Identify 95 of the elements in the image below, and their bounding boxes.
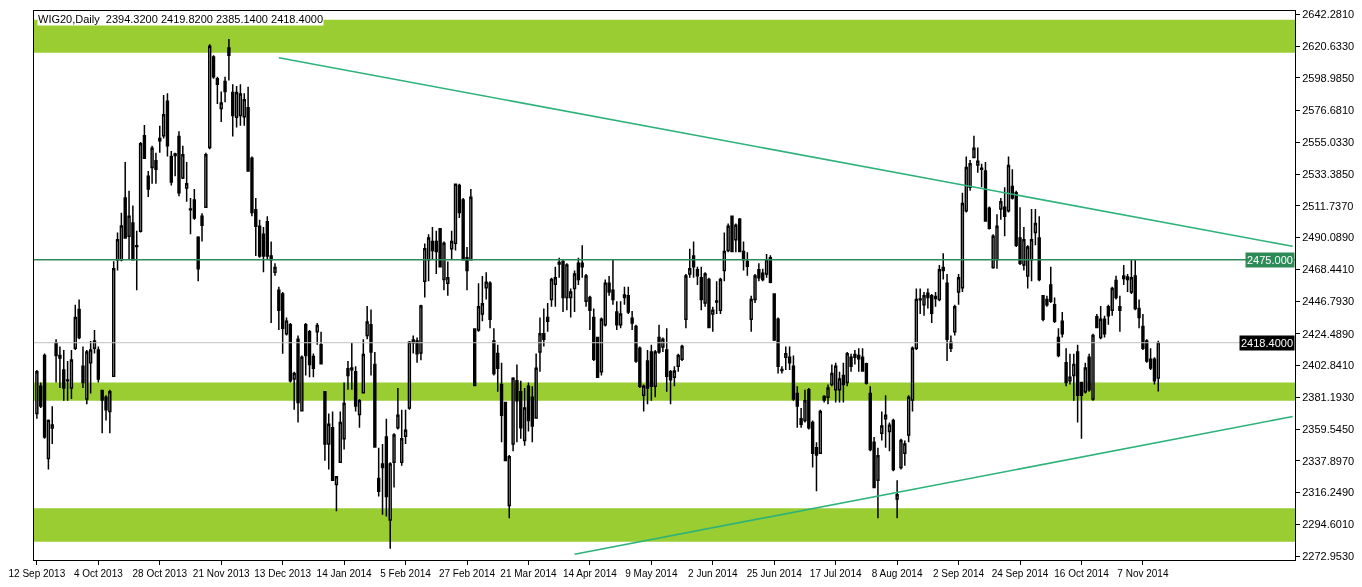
candlestick: [419, 304, 423, 361]
candlestick: [953, 304, 957, 337]
candlestick: [1041, 295, 1045, 322]
candlestick: [1091, 333, 1095, 402]
x-tick-label: 25 Jun 2014: [746, 568, 803, 579]
candlestick: [699, 266, 703, 312]
candlestick: [1052, 296, 1057, 324]
y-tick-label: 2533.3850: [1302, 167, 1355, 180]
y-tick-label: 2490.0890: [1302, 231, 1355, 244]
y-tick-label: 2511.7370: [1302, 199, 1354, 212]
x-tick-label: 9 May 2014: [625, 568, 678, 579]
candlestick: [92, 329, 97, 355]
candlestick: [296, 334, 300, 424]
candlestick: [745, 251, 750, 277]
y-tick-label: 2424.4890: [1302, 327, 1355, 340]
candlestick: [784, 345, 788, 371]
x-tick-label: 2 Jun 2014: [688, 568, 738, 579]
x-tick-label: 14 Jan 2014: [316, 568, 373, 579]
candlestick: [995, 213, 999, 270]
candlestick: [930, 293, 934, 324]
candlestick: [165, 92, 170, 158]
candlestick: [100, 389, 104, 434]
candlestick: [403, 409, 408, 445]
candlestick: [618, 300, 623, 330]
candlestick: [69, 349, 74, 400]
candlestick: [730, 214, 734, 254]
y-tick-label: 2337.8970: [1302, 454, 1355, 467]
candlestick: [1060, 311, 1064, 339]
candlestick: [649, 343, 654, 402]
x-tick-label: 13 Dec 2013: [254, 568, 312, 579]
candlestick: [895, 479, 899, 520]
x-tick-label: 17 Jul 2014: [809, 568, 862, 579]
candlestick: [54, 338, 58, 384]
candlestick: [238, 83, 243, 127]
x-tick-label: 12 Sep 2013: [8, 568, 66, 579]
candlestick: [177, 130, 181, 198]
y-tick-label: 2316.2490: [1302, 486, 1355, 499]
candlestick: [434, 229, 438, 275]
candlestick: [903, 439, 907, 467]
candlestick: [695, 266, 700, 286]
x-tick-label: 24 Sep 2014: [991, 568, 1049, 579]
y-tick-label: 2555.0330: [1302, 136, 1355, 149]
candlestick: [611, 258, 615, 306]
candlestick: [215, 76, 220, 105]
candlestick: [707, 276, 711, 330]
candlestick: [62, 349, 66, 402]
ref-line-label: 2475.000: [1247, 254, 1293, 266]
candlestick: [376, 447, 381, 498]
candlestick: [1049, 266, 1053, 304]
x-tick-label: 8 Aug 2014: [871, 568, 923, 579]
candlestick: [231, 83, 235, 138]
x-tick-label: 7 Nov 2014: [1117, 568, 1169, 579]
chart-title: WIG20,Daily 2394.3200 2419.8200 2385.1400 2418.4000: [38, 13, 324, 25]
x-tick-label: 21 Mar 2014: [500, 568, 557, 579]
candlestick: [227, 38, 231, 82]
candlestick: [361, 338, 366, 395]
candlestick: [714, 280, 719, 315]
x-tick-label: 4 Oct 2013: [73, 568, 124, 579]
candlestick: [899, 437, 903, 471]
candlestick: [1156, 339, 1160, 393]
candlestick: [204, 152, 208, 208]
candlestick: [883, 394, 888, 449]
candlestick: [857, 347, 861, 373]
y-tick-label: 2620.6330: [1302, 39, 1355, 52]
x-tick-label: 27 Feb 2014: [438, 568, 496, 579]
y-tick-label: 2402.8410: [1302, 359, 1355, 372]
candlestick: [1064, 347, 1068, 388]
ref-line-label: 2418.4000: [1241, 337, 1293, 349]
candlestick: [561, 258, 565, 313]
y-tick-label: 2272.9530: [1302, 549, 1355, 562]
x-tick-label: 21 Nov 2013: [192, 568, 251, 579]
candlestick: [834, 361, 838, 404]
y-tick-label: 2294.6010: [1302, 518, 1355, 531]
candlestick: [922, 291, 926, 317]
x-tick-label: 16 Oct 2014: [1054, 568, 1110, 579]
y-tick-label: 2598.9850: [1302, 71, 1355, 84]
candlestick: [96, 345, 101, 384]
y-tick-label: 2468.4410: [1302, 263, 1355, 276]
y-tick-label: 2576.6810: [1302, 104, 1355, 117]
candlestick: [787, 345, 792, 371]
y-tick-label: 2381.1930: [1302, 391, 1355, 404]
y-tick-label: 2446.7930: [1302, 294, 1355, 307]
candlestick: [280, 291, 285, 355]
y-tick-label: 2359.5450: [1302, 422, 1355, 435]
x-tick-label: 5 Feb 2014: [380, 568, 432, 579]
candlestick: [691, 240, 696, 279]
candlestick: [615, 300, 619, 331]
candlestick: [1098, 305, 1103, 340]
y-tick-label: 2642.2810: [1302, 8, 1355, 21]
x-tick-label: 28 Oct 2013: [132, 568, 188, 579]
x-tick-label: 2 Sep 2014: [932, 568, 985, 579]
candlestick: [169, 150, 173, 187]
x-tick-label: 14 Apr 2014: [562, 568, 618, 579]
candlestick: [108, 389, 112, 434]
candlestick: [945, 273, 949, 362]
